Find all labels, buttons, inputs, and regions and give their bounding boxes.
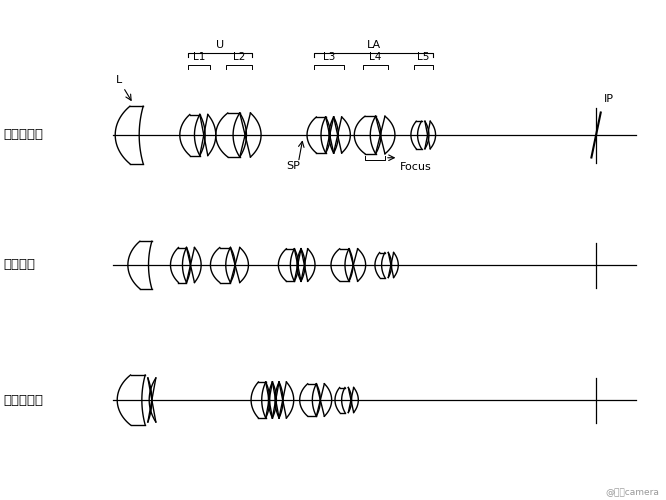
- Text: L: L: [115, 75, 122, 85]
- Text: LA: LA: [366, 40, 381, 50]
- Text: （中間）: （中間）: [3, 258, 35, 272]
- Text: （広角端）: （広角端）: [3, 128, 43, 141]
- Text: @相机camera: @相机camera: [605, 488, 659, 498]
- Text: L4: L4: [369, 52, 382, 62]
- Text: U: U: [216, 40, 224, 50]
- Text: SP: SP: [286, 161, 300, 171]
- Text: L2: L2: [233, 52, 245, 62]
- Text: L5: L5: [418, 52, 430, 62]
- Text: IP: IP: [604, 94, 614, 104]
- Text: （望遠端）: （望遠端）: [3, 394, 43, 406]
- Text: L1: L1: [192, 52, 205, 62]
- Text: L3: L3: [323, 52, 335, 62]
- Text: Focus: Focus: [400, 162, 432, 172]
